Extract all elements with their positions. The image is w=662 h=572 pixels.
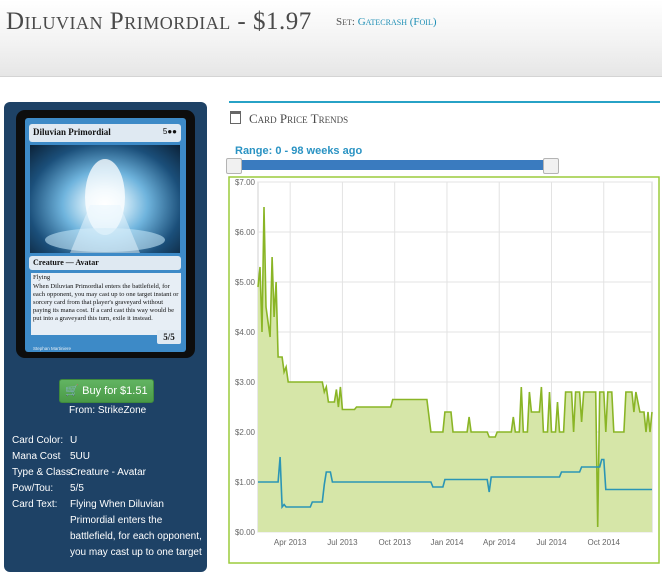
buy-button-label: Buy for $1.51: [82, 385, 148, 397]
card-rules-text: When Diluvian Primordial enters the batt…: [33, 283, 179, 323]
card-name-bar: Diluvian Primordial 5●●: [29, 124, 181, 142]
card-name: Diluvian Primordial: [33, 127, 111, 137]
y-tick-label: $4.00: [235, 328, 256, 337]
page-title: Diluvian Primordial - $1.97: [6, 8, 312, 35]
set-label: Set:: [336, 16, 355, 28]
card-type-bar: Creature — Avatar: [29, 256, 181, 270]
detail-label-text: Card Text:: [12, 499, 58, 510]
range-slider-handle-end[interactable]: [543, 158, 559, 174]
y-tick-label: $7.00: [235, 178, 256, 187]
x-tick-label: Oct 2014: [588, 538, 621, 547]
detail-label-pt: Pow/Tou:: [12, 483, 54, 494]
price-trend-chart: $0.00 $1.00 $2.00 $3.00 $4.00 $5.00 $6.00 $7.00…: [228, 176, 660, 564]
detail-value-color: U: [70, 435, 78, 446]
detail-value-text-line: Primordial enters the: [70, 515, 163, 526]
range-label: Range: 0 - 98 weeks ago: [235, 145, 363, 157]
detail-value-type: Creature - Avatar: [70, 467, 146, 478]
trends-title: Card Price Trends: [249, 111, 349, 126]
card-image: Diluvian Primordial 5●● Creature — Avata…: [16, 110, 195, 358]
x-tick-label: Jan 2014: [430, 538, 463, 547]
x-tick-label: Apr 2014: [483, 538, 516, 547]
card-art: [30, 145, 180, 253]
buy-button[interactable]: 🛒 Buy for $1.51: [59, 379, 154, 403]
price-line-secondary: [258, 456, 652, 510]
detail-label-mana: Mana Cost: [12, 451, 61, 462]
y-tick-label: $0.00: [235, 528, 256, 537]
buy-from-vendor: From: StrikeZone: [69, 405, 147, 416]
card-text-box: Flying When Diluvian Primordial enters t…: [31, 273, 181, 335]
detail-label-color: Card Color:: [12, 435, 64, 446]
detail-value-text-line: battlefield, for each opponent,: [70, 531, 202, 542]
range-slider-handle-start[interactable]: [226, 158, 242, 174]
card-frame: Diluvian Primordial 5●● Creature — Avata…: [25, 118, 186, 352]
x-tick-label: Oct 2013: [378, 538, 411, 547]
calendar-icon: [230, 111, 241, 124]
y-tick-label: $1.00: [235, 478, 256, 487]
x-tick-label: Jul 2014: [536, 538, 567, 547]
card-keyword: Flying: [33, 274, 51, 281]
price-line-foil: [257, 206, 653, 528]
y-tick-label: $5.00: [235, 278, 256, 287]
detail-value-text: Flying When Diluvian: [70, 499, 164, 510]
page-header: Diluvian Primordial - $1.97 Set: Gatecra…: [0, 0, 662, 77]
card-power-toughness: 5/5: [157, 330, 181, 344]
range-slider[interactable]: [229, 160, 557, 170]
detail-value-text-line: you may cast up to one target: [70, 547, 202, 558]
series-area: [258, 207, 652, 532]
card-artist: Stephan Martiniere: [33, 346, 72, 351]
mana-cost-symbols: 5●●: [162, 127, 177, 136]
y-tick-label: $3.00: [235, 378, 256, 387]
x-tick-label: Apr 2013: [274, 538, 307, 547]
x-tick-label: Jul 2013: [327, 538, 358, 547]
set-link[interactable]: Gatecrash (Foil): [357, 16, 437, 28]
y-tick-label: $6.00: [235, 228, 256, 237]
detail-label-type: Type & Class:: [12, 467, 74, 478]
trends-divider: [229, 101, 660, 103]
trends-heading: Card Price Trends: [230, 111, 348, 127]
card-type-line: Creature — Avatar: [33, 258, 99, 267]
detail-value-pt: 5/5: [70, 483, 84, 494]
shopping-cart-icon: 🛒: [65, 385, 80, 397]
set-info: Set: Gatecrash (Foil): [336, 16, 437, 28]
detail-value-mana: 5UU: [70, 451, 91, 462]
card-art-figure: [45, 159, 165, 253]
y-tick-label: $2.00: [235, 428, 256, 437]
